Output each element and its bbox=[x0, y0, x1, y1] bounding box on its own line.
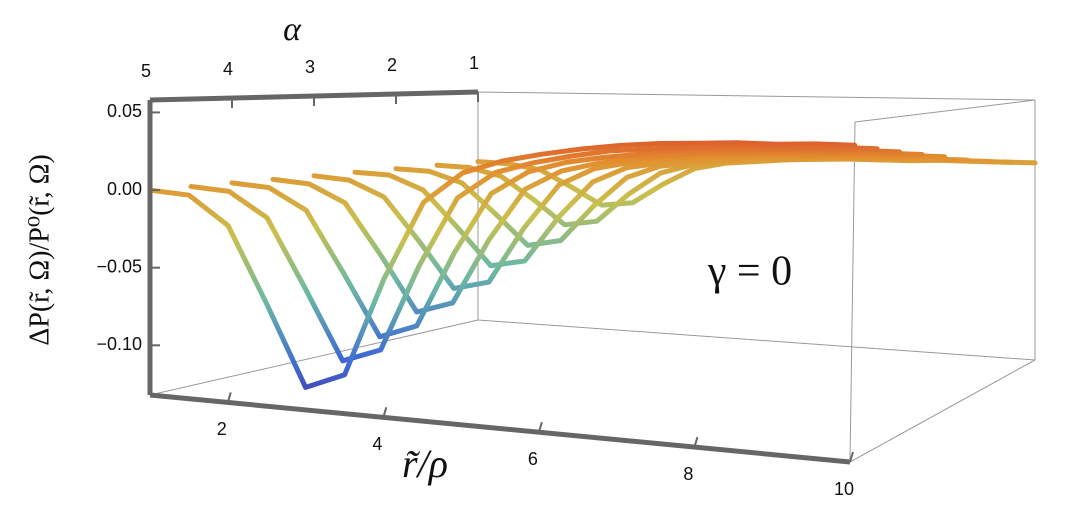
z-tick-label: 0.00 bbox=[107, 179, 142, 199]
curve bbox=[270, 150, 925, 315]
alpha-tick-label: 3 bbox=[305, 57, 315, 77]
alpha-tick-label: 2 bbox=[387, 55, 397, 75]
r-tick-label: 8 bbox=[683, 464, 693, 484]
z-tick-label: −0.10 bbox=[96, 334, 142, 354]
r-tick bbox=[693, 436, 699, 448]
curves bbox=[147, 140, 1038, 390]
box bbox=[149, 91, 1036, 463]
alpha-tick-label: 1 bbox=[469, 53, 479, 73]
box-edge bbox=[149, 319, 479, 396]
annotation: γ = 0 bbox=[707, 249, 792, 295]
ticks: 0.05 0.00 −0.05 −0.10 5 4 3 2 1 2 4 6 8 10 bbox=[96, 53, 854, 499]
box-edge bbox=[477, 319, 1036, 361]
y-axis-label: α bbox=[283, 11, 302, 48]
box-edge bbox=[854, 99, 1036, 123]
z-axis-label: ΔP(r̃, Ω)/P⁰(r̃, Ω) bbox=[24, 154, 55, 345]
r-tick bbox=[382, 407, 388, 418]
r-tick bbox=[537, 421, 543, 433]
box-edge bbox=[849, 121, 856, 463]
r-tick bbox=[226, 392, 232, 403]
z-tick-label: −0.05 bbox=[96, 256, 142, 276]
r-tick-label: 4 bbox=[372, 434, 382, 454]
box-edge bbox=[849, 359, 1036, 463]
alpha-tick-label: 4 bbox=[223, 59, 233, 79]
r-tick-label: 6 bbox=[528, 449, 538, 469]
curve bbox=[188, 144, 880, 364]
curve bbox=[147, 140, 858, 390]
alpha-tick-label: 5 bbox=[141, 61, 151, 81]
r-tick-label: 2 bbox=[217, 419, 227, 439]
r-axis bbox=[149, 392, 851, 465]
r-tick bbox=[849, 451, 854, 463]
box-edge bbox=[477, 91, 1036, 101]
r-tick-label: 10 bbox=[834, 479, 854, 499]
x-axis-label: r̃/ρ bbox=[402, 441, 448, 486]
z-tick-label: 0.05 bbox=[107, 101, 142, 121]
